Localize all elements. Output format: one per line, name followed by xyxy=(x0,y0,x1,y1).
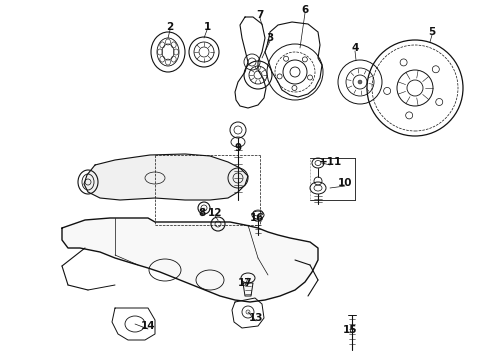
Text: 9: 9 xyxy=(234,143,242,153)
Text: 12: 12 xyxy=(208,208,222,218)
Text: 17: 17 xyxy=(238,278,252,288)
Polygon shape xyxy=(62,218,318,302)
Text: 6: 6 xyxy=(301,5,309,15)
Text: +11: +11 xyxy=(318,157,342,167)
Text: 1: 1 xyxy=(203,22,211,32)
Text: 15: 15 xyxy=(343,325,357,335)
Text: 7: 7 xyxy=(256,10,264,20)
Text: 14: 14 xyxy=(141,321,155,331)
Text: 4: 4 xyxy=(351,43,359,53)
Text: 16: 16 xyxy=(250,213,264,223)
Text: 8: 8 xyxy=(198,208,206,218)
Circle shape xyxy=(358,80,362,84)
Polygon shape xyxy=(84,154,248,200)
Text: 3: 3 xyxy=(267,33,273,43)
Text: 5: 5 xyxy=(428,27,436,37)
Text: 2: 2 xyxy=(167,22,173,32)
Text: 13: 13 xyxy=(249,313,263,323)
Text: 10: 10 xyxy=(338,178,352,188)
